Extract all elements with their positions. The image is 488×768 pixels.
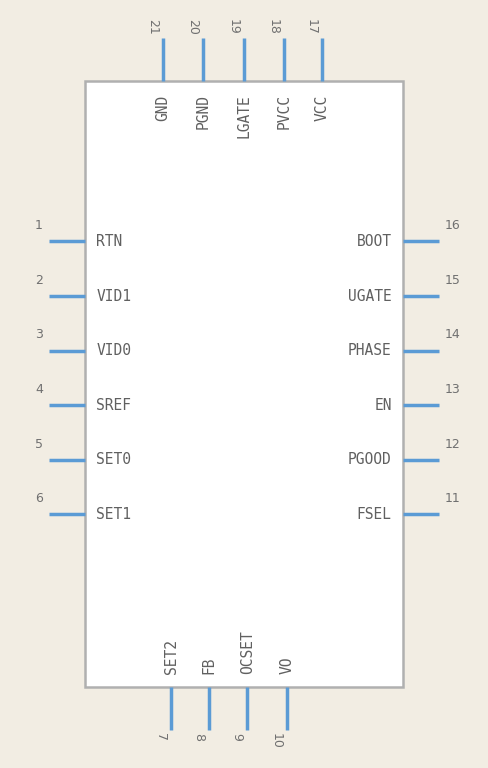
Text: PHASE: PHASE <box>348 343 392 358</box>
Text: 14: 14 <box>445 329 461 342</box>
Text: VO: VO <box>279 656 294 674</box>
Text: PVCC: PVCC <box>276 94 291 130</box>
Text: VCC: VCC <box>314 94 329 121</box>
Text: SET2: SET2 <box>163 638 179 674</box>
Text: 3: 3 <box>35 329 43 342</box>
Text: 12: 12 <box>445 438 461 451</box>
Text: 17: 17 <box>305 18 318 35</box>
Text: 4: 4 <box>35 383 43 396</box>
Text: FSEL: FSEL <box>357 507 392 522</box>
Text: LGATE: LGATE <box>237 94 251 138</box>
Text: 10: 10 <box>270 733 283 750</box>
Text: OCSET: OCSET <box>240 630 255 674</box>
Text: 15: 15 <box>445 274 461 286</box>
Text: 21: 21 <box>146 18 159 35</box>
Text: PGOOD: PGOOD <box>348 452 392 468</box>
Text: EN: EN <box>374 398 392 412</box>
Text: SET1: SET1 <box>96 507 131 522</box>
Text: 7: 7 <box>154 733 167 741</box>
Text: PGND: PGND <box>195 94 210 130</box>
Text: 8: 8 <box>192 733 205 741</box>
Bar <box>85 81 403 687</box>
Text: 16: 16 <box>445 219 461 232</box>
Text: VID0: VID0 <box>96 343 131 358</box>
Text: RTN: RTN <box>96 234 122 249</box>
Text: 6: 6 <box>35 492 43 505</box>
Text: 18: 18 <box>267 18 280 35</box>
Text: 2: 2 <box>35 274 43 286</box>
Text: BOOT: BOOT <box>357 234 392 249</box>
Text: FB: FB <box>202 656 217 674</box>
Text: 20: 20 <box>186 18 199 35</box>
Text: 11: 11 <box>445 492 461 505</box>
Text: 1: 1 <box>35 219 43 232</box>
Text: SET0: SET0 <box>96 452 131 468</box>
Text: 19: 19 <box>227 18 240 35</box>
Text: 13: 13 <box>445 383 461 396</box>
Text: GND: GND <box>156 94 171 121</box>
Text: 9: 9 <box>230 733 243 741</box>
Text: 5: 5 <box>35 438 43 451</box>
Text: SREF: SREF <box>96 398 131 412</box>
Text: UGATE: UGATE <box>348 289 392 303</box>
Text: VID1: VID1 <box>96 289 131 303</box>
